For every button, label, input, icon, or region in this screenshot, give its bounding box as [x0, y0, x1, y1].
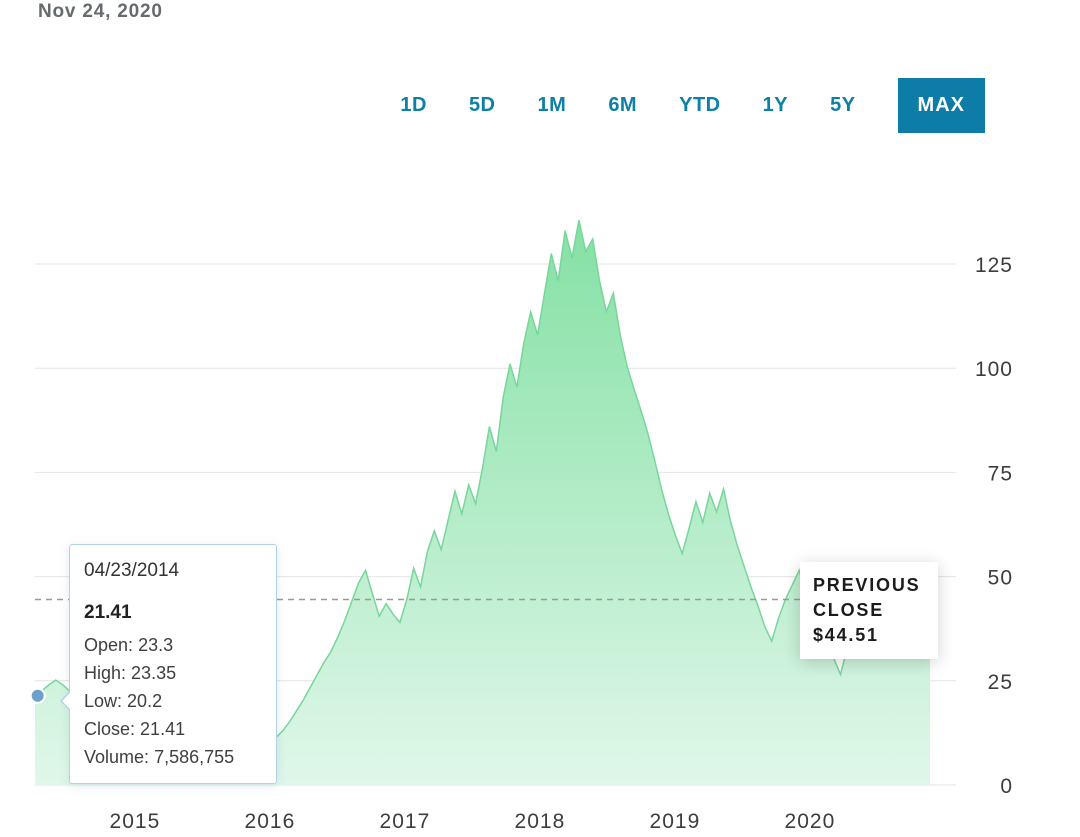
svg-text:2017: 2017	[380, 810, 431, 833]
tooltip-open-row: Open: 23.3	[84, 631, 262, 659]
tooltip-high-label: High:	[84, 663, 127, 683]
tooltip-close-label: Close:	[84, 719, 136, 739]
tab-1y[interactable]: 1Y	[762, 94, 789, 116]
svg-text:25: 25	[988, 671, 1013, 694]
price-area	[35, 220, 930, 785]
tooltip-close-value: 21.41	[140, 719, 186, 739]
svg-text:100: 100	[975, 358, 1013, 381]
tooltip-volume-value: 7,586,755	[154, 747, 235, 767]
svg-text:125: 125	[975, 254, 1013, 277]
x-axis-labels: 2015 2016 2017 2018 2019 2020	[110, 810, 836, 833]
svg-text:2019: 2019	[650, 810, 701, 833]
previous-close-badge: PREVIOUS CLOSE $44.51	[800, 562, 938, 659]
tooltip-volume-label: Volume:	[84, 747, 150, 767]
tooltip-pointer-icon	[60, 691, 71, 711]
chart-tooltip: 04/23/2014 21.41 Open: 23.3 High: 23.35 …	[60, 544, 277, 784]
tooltip-high-value: 23.35	[131, 663, 177, 683]
tooltip-price: 21.41	[84, 602, 132, 623]
svg-text:2020: 2020	[785, 810, 836, 833]
tab-5d[interactable]: 5D	[468, 94, 496, 116]
range-tab-bar: 1D 5D 1M 6M YTD 1Y 5Y MAX	[400, 78, 985, 133]
tab-1m[interactable]: 1M	[537, 94, 567, 116]
tooltip-low-value: 20.2	[127, 691, 163, 711]
tab-max[interactable]: MAX	[897, 78, 985, 133]
tooltip-low-label: Low:	[84, 691, 123, 711]
previous-close-value: $44.51	[813, 625, 879, 645]
tab-6m[interactable]: 6M	[608, 94, 638, 116]
previous-close-label: PREVIOUS CLOSE	[813, 575, 921, 620]
tab-ytd[interactable]: YTD	[679, 94, 721, 116]
svg-text:2018: 2018	[515, 810, 566, 833]
svg-text:2015: 2015	[110, 810, 161, 833]
hover-marker-icon	[29, 687, 46, 704]
svg-text:0: 0	[1000, 775, 1013, 798]
tab-5y[interactable]: 5Y	[830, 94, 856, 116]
tooltip-volume-row: Volume: 7,586,755	[84, 743, 262, 771]
tooltip-high-row: High: 23.35	[84, 659, 262, 687]
svg-text:2016: 2016	[245, 810, 296, 833]
current-date: Nov 24, 2020	[38, 1, 163, 22]
tooltip-open-label: Open:	[84, 635, 134, 655]
tooltip-open-value: 23.3	[138, 635, 174, 655]
tab-1d[interactable]: 1D	[400, 94, 427, 116]
tooltip-low-row: Low: 20.2	[84, 687, 262, 715]
y-axis-labels: 0 25 50 75 100 125	[975, 254, 1013, 798]
svg-text:75: 75	[988, 462, 1013, 485]
tooltip-close-row: Close: 21.41	[84, 715, 262, 743]
svg-text:50: 50	[988, 567, 1013, 590]
tooltip-date: 04/23/2014	[84, 560, 180, 581]
